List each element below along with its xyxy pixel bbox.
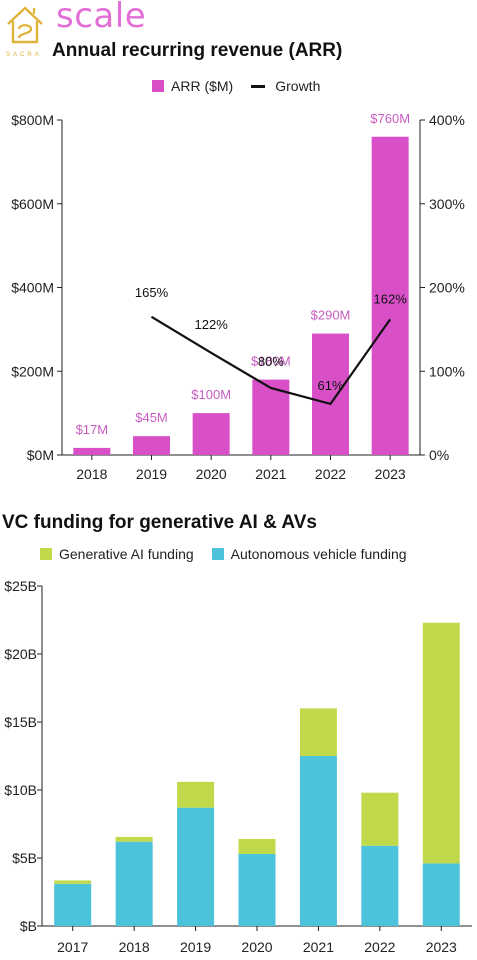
growth-point-label: 165% bbox=[135, 285, 169, 300]
y-tick-label: $5B bbox=[12, 850, 37, 866]
y2-tick-label: 200% bbox=[429, 280, 465, 296]
arr-bar bbox=[192, 413, 230, 455]
x-tick-label: 2020 bbox=[241, 939, 272, 955]
legend-label-gen-ai: Generative AI funding bbox=[59, 546, 194, 562]
legend-swatch-gen-ai bbox=[40, 548, 52, 560]
arr-bar bbox=[371, 136, 409, 455]
brand-wordmark: scale bbox=[56, 0, 147, 36]
arr-bar-label: $17M bbox=[76, 422, 109, 437]
x-tick-label: 2019 bbox=[180, 939, 211, 955]
av-funding-bar bbox=[361, 845, 399, 926]
av-funding-bar bbox=[422, 863, 460, 926]
brand-subtitle: SACRA bbox=[6, 52, 42, 58]
y-tick-label: $600M bbox=[11, 196, 54, 212]
arr-bar-label: $45M bbox=[135, 410, 168, 425]
y2-tick-label: 400% bbox=[429, 112, 465, 128]
legend-swatch-growth bbox=[251, 84, 266, 88]
y-tick-label: $20B bbox=[4, 646, 37, 662]
sacra-house-logo-icon bbox=[7, 6, 43, 44]
x-tick-label: 2023 bbox=[375, 466, 406, 482]
y-tick-label: $15B bbox=[4, 714, 37, 730]
y-tick-label: $0M bbox=[27, 447, 54, 463]
legend-item-arr: ARR ($M) bbox=[152, 78, 233, 94]
arr-bar bbox=[133, 436, 170, 455]
arr-bar-label: $100M bbox=[191, 387, 231, 402]
legend-label-av: Autonomous vehicle funding bbox=[230, 546, 407, 562]
legend-item-av: Autonomous vehicle funding bbox=[211, 546, 407, 562]
arr-bar bbox=[312, 333, 349, 455]
vc-funding-chart: $B $5B $10B $15B $20B $25B 2017 2018 2019 2020 202… bbox=[4, 578, 472, 955]
av-funding-bar bbox=[115, 841, 153, 926]
arr-bar bbox=[73, 447, 111, 455]
growth-point-label: 61% bbox=[317, 378, 343, 393]
arr-chart-title: Annual recurring revenue (ARR) bbox=[52, 40, 343, 61]
x-tick-label: 2019 bbox=[136, 466, 167, 482]
brand-header: scale SACRA bbox=[4, 0, 146, 58]
av-funding-bar bbox=[177, 807, 215, 926]
av-funding-bar bbox=[54, 883, 92, 926]
gen-ai-funding-bar bbox=[177, 781, 215, 808]
arr-chart-legend: ARR ($M) Growth bbox=[152, 78, 338, 94]
av-funding-bar bbox=[238, 853, 276, 926]
gen-ai-funding-bar bbox=[115, 836, 153, 842]
legend-item-gen-ai: Generative AI funding bbox=[40, 546, 194, 562]
x-tick-label: 2018 bbox=[76, 466, 107, 482]
vc-chart-title: VC funding for generative AI & AVs bbox=[2, 512, 317, 533]
y2-tick-label: 300% bbox=[429, 196, 465, 212]
arr-bar-label: $290M bbox=[311, 308, 351, 323]
x-tick-label: 2018 bbox=[119, 939, 150, 955]
growth-line bbox=[150, 315, 392, 406]
y-tick-label: $10B bbox=[4, 782, 37, 798]
gen-ai-funding-bar bbox=[299, 708, 337, 756]
legend-swatch-arr bbox=[152, 80, 164, 92]
gen-ai-funding-bar bbox=[422, 622, 460, 864]
y2-tick-label: 0% bbox=[429, 447, 449, 463]
gen-ai-funding-bar bbox=[54, 880, 92, 884]
x-tick-label: 2021 bbox=[303, 939, 334, 955]
arr-bar-label: $760M bbox=[370, 111, 410, 126]
legend-item-growth: Growth bbox=[251, 78, 320, 94]
y-tick-label: $200M bbox=[11, 363, 54, 379]
y-tick-label: $25B bbox=[4, 578, 37, 594]
gen-ai-funding-bar bbox=[361, 792, 399, 846]
gen-ai-funding-bar bbox=[238, 838, 276, 854]
vc-chart-legend: Generative AI funding Autonomous vehicle… bbox=[40, 546, 425, 562]
growth-point-label: 162% bbox=[374, 291, 408, 306]
y2-tick-label: 100% bbox=[429, 363, 465, 379]
legend-swatch-av bbox=[211, 548, 224, 560]
y-tick-label: $800M bbox=[11, 112, 54, 128]
x-tick-label: 2017 bbox=[57, 939, 88, 955]
arr-chart: $0M $200M $400M $600M $800M 0% 100% 200% 300% 400… bbox=[11, 111, 465, 482]
legend-label-growth: Growth bbox=[275, 78, 321, 94]
x-tick-label: 2020 bbox=[196, 466, 227, 482]
y-tick-label: $B bbox=[20, 918, 37, 934]
x-tick-label: 2021 bbox=[255, 466, 286, 482]
x-tick-label: 2022 bbox=[315, 466, 346, 482]
growth-point-label: 122% bbox=[195, 317, 229, 332]
y-tick-label: $400M bbox=[11, 280, 54, 296]
legend-label-arr: ARR ($M) bbox=[171, 78, 234, 94]
arr-bar-label: $180M bbox=[251, 354, 291, 369]
x-tick-label: 2022 bbox=[364, 939, 395, 955]
x-tick-label: 2023 bbox=[426, 939, 457, 955]
av-funding-bar bbox=[299, 756, 337, 926]
growth-point-label: 80% bbox=[258, 354, 284, 369]
